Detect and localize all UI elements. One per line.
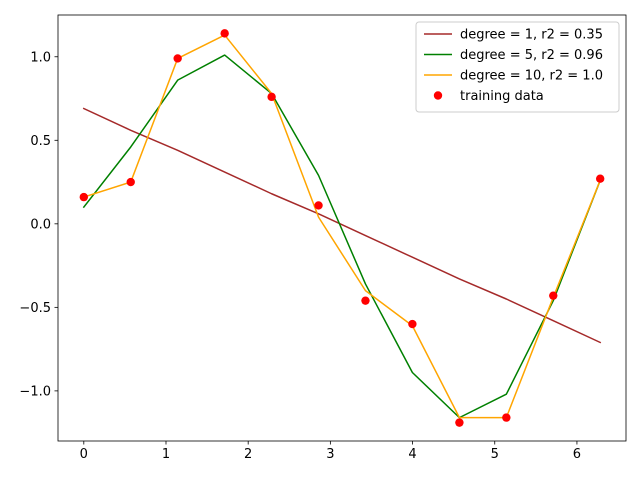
y-tick-label: −1.0 [19, 384, 51, 399]
data-point [267, 92, 276, 102]
y-tick-label: 0.0 [30, 217, 51, 232]
series-line-0 [82, 107, 602, 344]
axes-frame [57, 14, 627, 442]
data-point [126, 177, 135, 187]
plot-area [79, 29, 605, 427]
y-tick-label: −0.5 [19, 301, 51, 316]
data-point [220, 29, 229, 38]
data-point [455, 418, 464, 427]
axes: 0 1 2 3 4 5 6 −1.0 −0.5 0.0 0.5 1.0 [19, 14, 627, 462]
series-line-2 [82, 34, 602, 419]
y-tick-label: 0.5 [30, 134, 51, 149]
x-tick-label: 1 [162, 447, 170, 462]
data-point [502, 413, 511, 422]
data-point [408, 319, 417, 329]
x-tick-label: 3 [326, 447, 334, 462]
legend: degree = 1, r2 = 0.35 degree = 5, r2 = 0.… [415, 21, 620, 113]
data-point [173, 54, 182, 63]
legend-label: degree = 10, r2 = 1.0 [460, 69, 603, 84]
legend-box [415, 21, 620, 113]
data-point [314, 201, 323, 210]
legend-label: degree = 1, r2 = 0.35 [460, 28, 603, 43]
x-tick-label: 2 [244, 447, 252, 462]
legend-label: training data [460, 89, 544, 104]
data-point [595, 174, 605, 183]
data-point [79, 192, 89, 202]
data-point [361, 296, 370, 305]
plot-series-group [79, 29, 605, 427]
x-tick-label: 0 [80, 447, 88, 462]
y-tick-label: 1.0 [30, 50, 51, 65]
x-tick-label: 6 [573, 447, 581, 462]
data-point [549, 291, 558, 300]
legend-marker-swatch [433, 91, 443, 100]
series-line-1 [82, 54, 602, 419]
x-tick-label: 5 [491, 447, 499, 462]
x-tick-label: 4 [408, 447, 416, 462]
legend-label: degree = 5, r2 = 0.96 [460, 48, 603, 63]
